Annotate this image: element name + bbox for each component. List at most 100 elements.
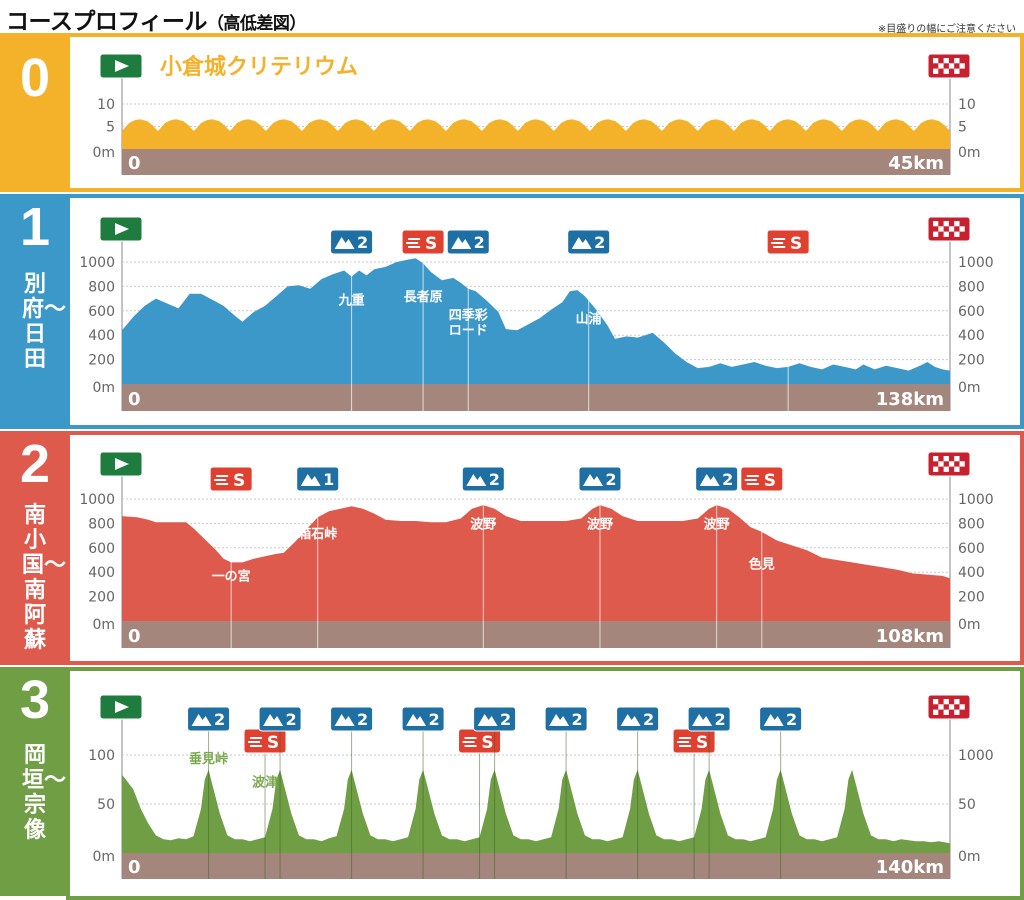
checker-cell <box>954 456 960 462</box>
kom-badge-icon: 2 <box>616 706 660 732</box>
badge-category: S <box>764 471 776 491</box>
place-label: 箱石峠 <box>298 526 337 542</box>
y-tick-label-left: 1000 <box>79 492 115 508</box>
mountain-icon <box>692 714 713 726</box>
checker-cell <box>943 699 949 705</box>
stage-1-profile-chart: 0m 0m 200 200 400 400 600 600 800 800 1000 1000 0 138… <box>79 216 994 411</box>
checker-cell <box>938 461 944 467</box>
stage-0-number: 0 <box>19 48 51 108</box>
place-label: 大原八幡宮 <box>768 321 808 352</box>
sprint-badge-icon: S <box>209 466 253 492</box>
ground-band <box>122 149 950 175</box>
sprint-badge-icon: S <box>458 728 502 754</box>
mountain-icon <box>334 237 355 249</box>
kom-badge-icon: 2 <box>578 466 622 492</box>
stage-2-number: 2 <box>19 434 51 494</box>
mountain-icon <box>582 474 603 486</box>
stage-2-panel: 0m 0m 200 200 400 400 600 600 800 800 1000 1000 0 108… <box>70 435 1020 661</box>
y-tick-label-right: 1000 <box>958 255 994 271</box>
kom-badge-icon: 2 <box>330 229 374 255</box>
y-tick-label-right: 50 <box>958 797 976 813</box>
checker-cell <box>954 709 960 715</box>
start-arrow-shape <box>115 701 129 713</box>
y-tick-label-right: 400 <box>958 565 985 581</box>
y-tick-label-left: 0m <box>92 145 115 161</box>
badge-category: 2 <box>357 233 368 252</box>
stage-2-section: 2 南小国〜南阿蘇 0m 0m 200 200 400 400 600 600 800 800 10… <box>0 431 1024 665</box>
mountain-icon <box>406 714 427 726</box>
place-label: 長者原 <box>404 289 443 305</box>
y-tick-label-right: 0m <box>958 617 981 633</box>
ground-band <box>122 853 950 879</box>
checker-cell <box>933 221 939 227</box>
mountain-icon <box>263 714 284 726</box>
kom-badge-icon: 2 <box>461 466 505 492</box>
y-tick-label-right: 800 <box>958 279 985 295</box>
start-distance-label: 0 <box>128 626 141 647</box>
kom-badge-icon: 2 <box>544 706 588 732</box>
stage-0-section: 0 0m 0m 5 5 10 10 0 45km 小倉城クリテリウム <box>0 33 1024 192</box>
place-label: 波野 <box>587 516 613 532</box>
stage-3-route: 岡垣〜宗像 <box>22 743 67 843</box>
badge-category: 2 <box>572 710 583 729</box>
checker-cell <box>954 58 960 64</box>
place-label: 色見 <box>749 557 775 573</box>
start-distance-label: 0 <box>128 389 141 410</box>
checker-cell <box>933 456 939 462</box>
checker-cell <box>943 709 949 715</box>
checker-cell <box>954 699 960 705</box>
start-arrow-shape <box>115 458 129 470</box>
y-tick-label-right: 600 <box>958 541 985 557</box>
place-label: 波野 <box>470 516 496 532</box>
start-distance-label: 0 <box>128 857 141 878</box>
checker-cell <box>959 704 965 710</box>
mountain-icon <box>763 714 784 726</box>
badge-category: 1 <box>323 470 334 489</box>
badge-category: 2 <box>214 710 225 729</box>
stage-1-number: 1 <box>19 197 51 257</box>
y-tick-label-left: 0m <box>92 849 115 865</box>
checker-cell <box>948 226 955 232</box>
y-tick-label-left: 800 <box>88 279 115 295</box>
sprint-badge-icon: S <box>401 229 445 255</box>
checker-cell <box>943 58 949 64</box>
badge-category: 2 <box>722 470 733 489</box>
finish-flag-icon <box>927 451 971 477</box>
badge-category: 2 <box>429 710 440 729</box>
badge-category: 2 <box>286 710 297 729</box>
kom-badge-icon: 2 <box>473 706 517 732</box>
stage-1-route: 別府〜日田 <box>22 272 67 372</box>
stage-0-tab <box>0 33 70 192</box>
y-tick-label-left: 0m <box>92 380 115 396</box>
sprint-badge-icon: S <box>740 466 784 492</box>
elevation-area <box>122 119 950 149</box>
kom-badge-icon: 2 <box>687 706 731 732</box>
mountain-icon <box>451 237 472 249</box>
y-tick-label-left: 600 <box>88 304 115 320</box>
y-tick-label-left: 200 <box>88 353 115 369</box>
stage-1-section: 1 別府〜日田 0m 0m 200 200 400 400 600 600 800 800 1000… <box>0 194 1024 429</box>
badge-category: 2 <box>715 710 726 729</box>
stage-title: 小倉城クリテリウム <box>160 54 358 80</box>
place-label: 波津 <box>252 774 278 790</box>
badge-category: S <box>790 234 802 254</box>
y-tick-label-right: 200 <box>958 353 985 369</box>
checker-cell <box>959 226 965 232</box>
stage-1-panel: 0m 0m 200 200 400 400 600 600 800 800 1000 1000 0 138… <box>70 198 1020 425</box>
y-tick-label-left: 50 <box>97 797 115 813</box>
mountain-icon <box>549 714 570 726</box>
end-distance-label: 138km <box>876 389 944 410</box>
start-flag-icon <box>99 216 143 242</box>
mountain-icon <box>466 474 487 486</box>
badge-category: S <box>233 471 245 491</box>
place-label: 一の宮 <box>212 569 251 585</box>
kom-badge-icon: 2 <box>695 466 739 492</box>
badge-category: S <box>425 234 437 254</box>
badge-category: S <box>696 733 708 753</box>
kom-badge-icon: 2 <box>446 229 490 255</box>
badge-category: 2 <box>786 710 797 729</box>
start-flag-icon <box>99 451 143 477</box>
stage-2-tab <box>0 431 70 665</box>
y-tick-label-left: 400 <box>88 565 115 581</box>
